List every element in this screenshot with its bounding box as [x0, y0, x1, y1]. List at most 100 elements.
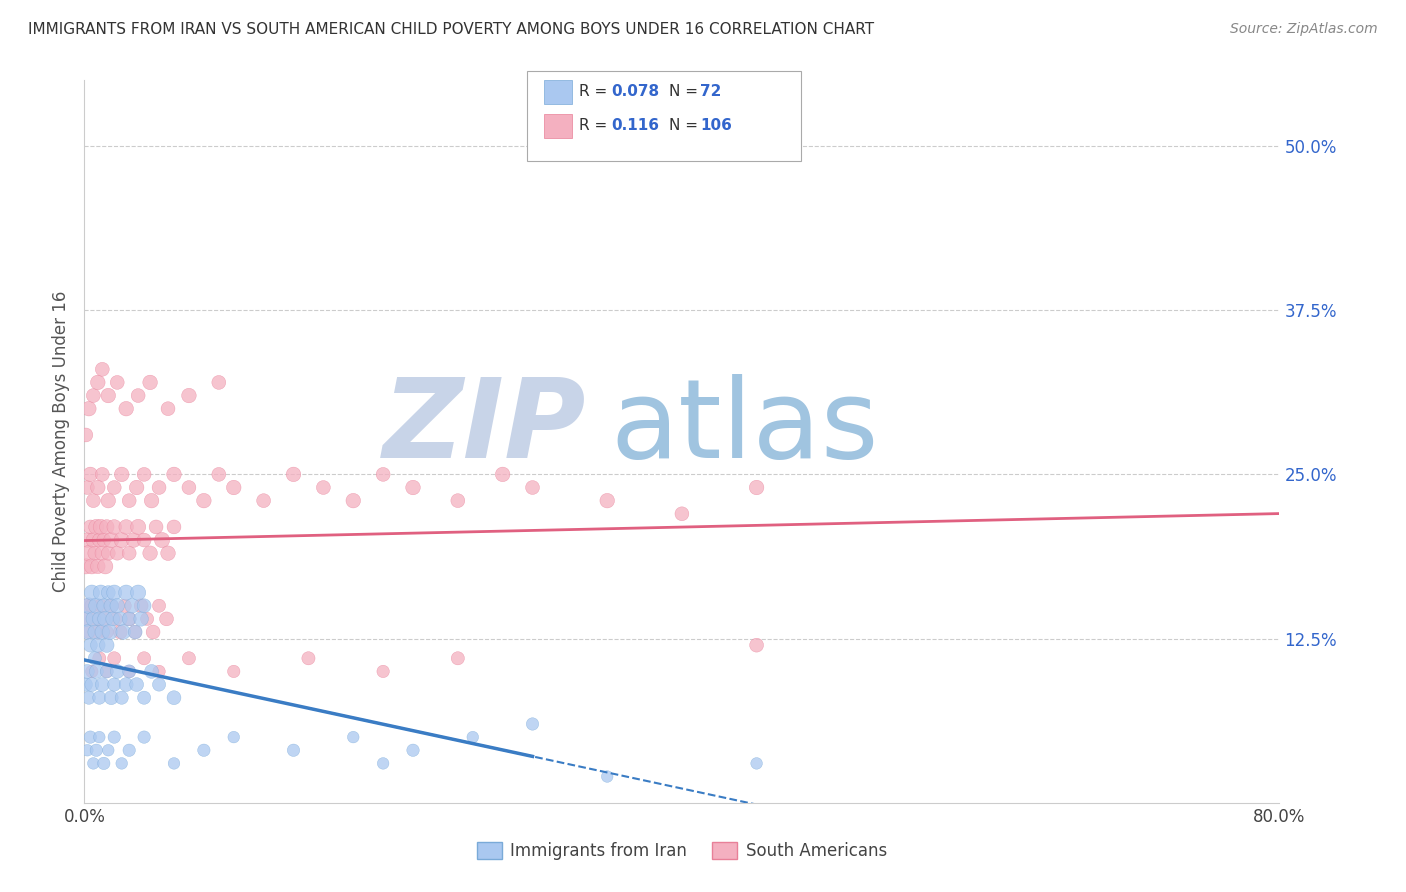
Point [94, 559, 117, 574]
Point [76, 743, 98, 757]
Point [75, 612, 97, 626]
Point [80, 677, 103, 691]
Text: ZIP: ZIP [382, 374, 586, 481]
Point [105, 599, 128, 613]
Point [118, 665, 141, 679]
Point [111, 467, 134, 482]
Point [125, 677, 148, 691]
Point [96, 665, 118, 679]
Point [100, 599, 122, 613]
Point [132, 467, 156, 482]
Point [222, 730, 245, 744]
Point [82, 533, 104, 547]
Point [90, 585, 112, 599]
Legend: Immigrants from Iran, South Americans: Immigrants from Iran, South Americans [471, 835, 893, 867]
Point [132, 651, 156, 665]
Point [105, 665, 128, 679]
Point [103, 520, 125, 534]
Point [86, 743, 108, 757]
Point [342, 493, 364, 508]
Point [103, 651, 125, 665]
Point [177, 481, 200, 495]
Point [193, 493, 215, 508]
Point [112, 625, 135, 640]
Point [124, 625, 146, 640]
Point [97, 585, 120, 599]
Point [87, 625, 110, 640]
Point [103, 677, 125, 691]
Point [115, 677, 138, 691]
Point [129, 612, 152, 626]
Point [118, 612, 141, 626]
Point [76, 533, 98, 547]
Point [447, 493, 470, 508]
Point [163, 690, 186, 705]
Point [283, 467, 305, 482]
Point [83, 612, 105, 626]
Point [94, 612, 117, 626]
Point [77, 625, 100, 640]
Point [89, 651, 111, 665]
Point [118, 665, 141, 679]
Point [124, 625, 146, 640]
Point [82, 756, 104, 771]
Point [97, 493, 120, 508]
Point [83, 546, 105, 560]
Point [96, 625, 118, 640]
Point [671, 507, 693, 521]
Point [118, 493, 141, 508]
Point [75, 612, 97, 626]
Point [82, 612, 104, 626]
Point [97, 388, 120, 402]
Point [136, 612, 159, 626]
Point [492, 467, 515, 482]
Point [127, 388, 149, 402]
Point [745, 481, 768, 495]
Point [76, 481, 98, 495]
Point [104, 612, 127, 626]
Point [402, 743, 425, 757]
Point [163, 467, 186, 482]
Point [103, 730, 125, 744]
Point [141, 493, 163, 508]
Point [132, 599, 156, 613]
Point [222, 481, 245, 495]
Point [75, 677, 97, 691]
Text: IMMIGRANTS FROM IRAN VS SOUTH AMERICAN CHILD POVERTY AMONG BOYS UNDER 16 CORRELA: IMMIGRANTS FROM IRAN VS SOUTH AMERICAN C… [28, 22, 875, 37]
Point [77, 690, 100, 705]
Point [76, 625, 98, 640]
Point [155, 612, 177, 626]
Point [142, 625, 165, 640]
Point [129, 599, 152, 613]
Point [93, 599, 115, 613]
Point [83, 651, 105, 665]
Point [80, 559, 103, 574]
Point [96, 638, 118, 652]
Point [86, 599, 108, 613]
Point [89, 612, 111, 626]
Point [100, 599, 122, 613]
Point [97, 546, 120, 560]
Text: 0.078: 0.078 [612, 85, 659, 99]
Text: 0.116: 0.116 [612, 119, 659, 133]
Point [83, 625, 105, 640]
Point [111, 756, 134, 771]
Point [79, 730, 101, 744]
Point [139, 546, 162, 560]
Point [96, 520, 118, 534]
Point [222, 665, 245, 679]
Point [115, 520, 138, 534]
Point [118, 612, 141, 626]
Point [342, 730, 364, 744]
Point [150, 533, 173, 547]
Point [75, 428, 97, 442]
Point [110, 612, 132, 626]
Point [522, 717, 544, 731]
Point [745, 638, 768, 652]
Point [93, 533, 115, 547]
Point [145, 520, 167, 534]
Point [100, 533, 122, 547]
Point [80, 599, 103, 613]
Point [105, 376, 128, 390]
Point [89, 690, 111, 705]
